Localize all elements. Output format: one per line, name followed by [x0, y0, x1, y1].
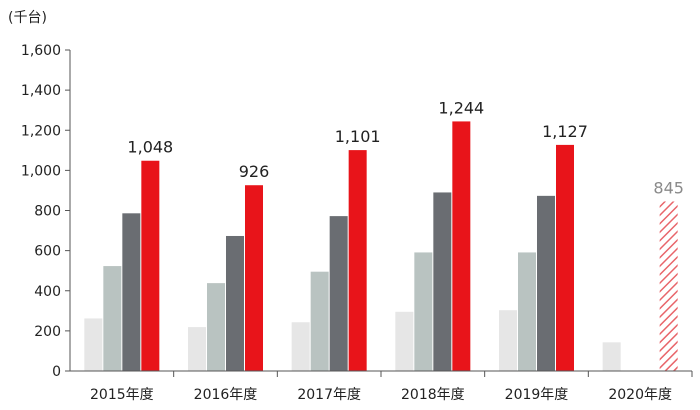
bar: [556, 144, 574, 371]
bar: [188, 327, 206, 371]
y-tick-label: 1,400: [21, 83, 61, 99]
y-axis-unit-label: (千台): [8, 10, 47, 26]
y-tick-label: 200: [34, 324, 61, 340]
x-tick-label: 2020年度: [608, 387, 672, 403]
x-axis: 2015年度 2016年度 2017年度 2018年度 2019年度 2020年度: [70, 370, 693, 403]
data-label: 1,101: [335, 127, 381, 146]
bar: [348, 150, 367, 371]
y-tick-label: 0: [52, 364, 61, 380]
bar: [226, 235, 244, 371]
y-tick-label: 400: [34, 284, 61, 300]
data-label: 1,244: [438, 98, 484, 117]
bar: [207, 283, 225, 371]
y-tick-label: 600: [34, 244, 61, 260]
bar: [537, 195, 555, 371]
data-label: 1,127: [542, 122, 588, 141]
bar: [84, 318, 103, 371]
y-tick-label: 800: [34, 204, 61, 220]
x-tick-label: 2015年度: [90, 387, 154, 403]
x-tick-label: 2016年度: [194, 387, 258, 403]
bar: [103, 266, 122, 371]
data-label: 926: [239, 162, 270, 181]
bar: [452, 121, 471, 371]
bar: [141, 160, 160, 371]
plot-area: 1,048 926 1,101 1,244 1,127 845: [84, 98, 684, 371]
bar: [122, 213, 141, 371]
x-tick-label: 2017年度: [297, 387, 361, 403]
bar: [433, 192, 452, 371]
x-tick-label: 2018年度: [401, 387, 465, 403]
bar: [602, 342, 621, 371]
bar: [518, 252, 536, 371]
bar-projected: [659, 201, 678, 371]
data-label: 1,048: [127, 138, 173, 157]
bar: [499, 310, 517, 371]
y-axis: 0 200 400 600 800 1,000 1,200 1,400 1,600: [21, 43, 71, 380]
y-tick-label: 1,600: [21, 43, 61, 59]
bar: [310, 271, 329, 371]
bar: [395, 311, 414, 371]
x-tick-label: 2019年度: [505, 387, 569, 403]
bar: [245, 185, 263, 371]
y-tick-label: 1,200: [21, 123, 61, 139]
y-tick-label: 1,000: [21, 163, 61, 179]
data-label: 845: [653, 178, 684, 197]
bar: [291, 322, 310, 371]
bar: [414, 252, 433, 371]
bar: [329, 216, 348, 371]
